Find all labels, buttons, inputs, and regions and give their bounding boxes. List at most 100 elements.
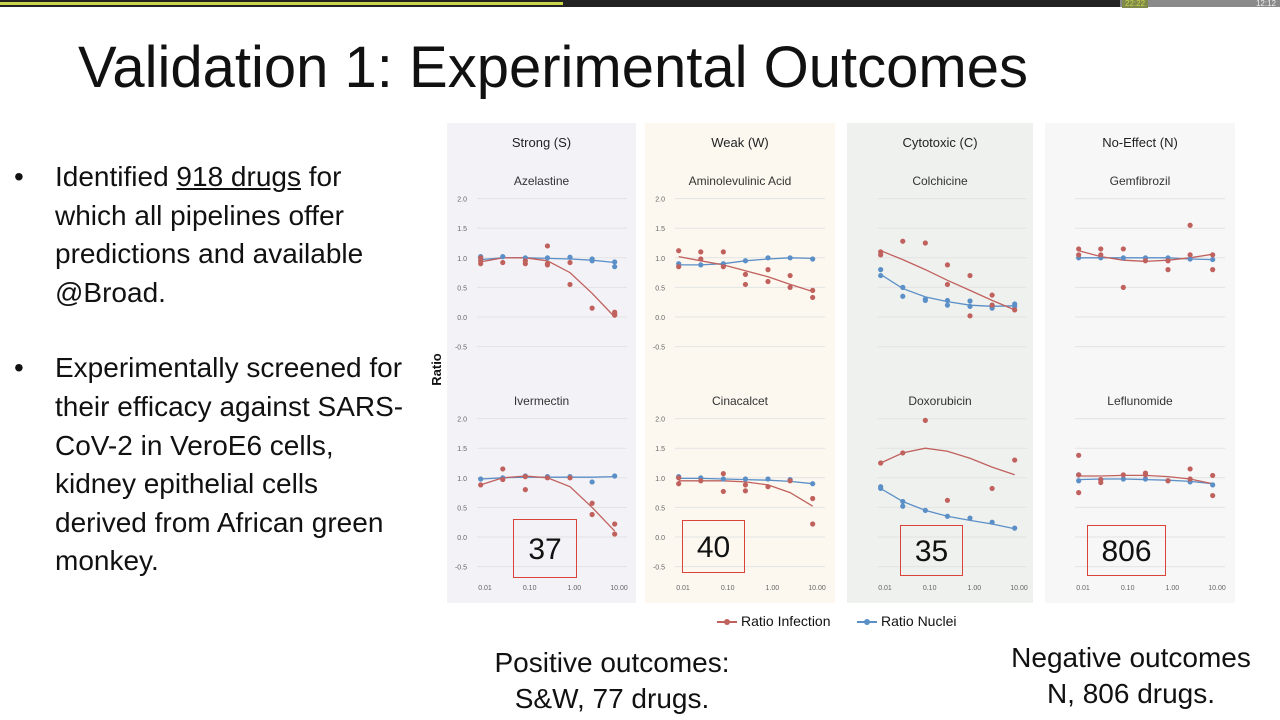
infection-point	[500, 466, 506, 472]
infection-point	[589, 305, 595, 311]
infection-point	[810, 294, 816, 301]
video-progress-bar[interactable]: 22:22 12:12	[0, 0, 1280, 8]
x-tick-label: 10.00	[610, 585, 628, 592]
infection-point	[1120, 284, 1126, 290]
panel-no-effect-n: No-Effect (N) Gemfibrozil Leflunomide	[1045, 123, 1235, 603]
infection-point	[544, 262, 551, 268]
progress-fill	[0, 2, 564, 5]
y-tick-label: 0.5	[655, 505, 665, 512]
nuclei-point	[900, 284, 906, 290]
x-tick-label: 1.00	[568, 585, 582, 592]
y-tick-label: 0.0	[655, 315, 665, 322]
nuclei-point	[989, 519, 995, 525]
infection-point	[500, 476, 506, 483]
nuclei-point	[1012, 303, 1018, 309]
nuclei-point	[612, 259, 618, 265]
nuclei-point	[900, 293, 906, 299]
y-tick-label: 2.0	[457, 197, 467, 204]
infection-point	[900, 238, 906, 244]
nuclei-point	[922, 507, 928, 513]
x-tick-label: 10.00	[1208, 585, 1226, 592]
negative-caption: Negative outcomes N, 806 drugs.	[981, 640, 1280, 712]
y-tick-label: 1.5	[457, 226, 467, 233]
x-tick-label: 10.00	[1010, 585, 1028, 592]
infection-point	[742, 488, 749, 494]
infection-point	[810, 521, 816, 527]
infection-point	[720, 471, 726, 477]
infection-point	[720, 488, 726, 495]
infection-point	[742, 281, 749, 288]
drug-name: Cinacalcet	[711, 394, 769, 408]
infection-point	[676, 248, 682, 254]
elapsed-time: 22:22	[1122, 0, 1149, 8]
nuclei-point	[612, 264, 618, 270]
nuclei-point	[1210, 482, 1216, 488]
caption-line: Positive outcomes:	[494, 647, 730, 678]
panel-header: Weak (W)	[711, 135, 769, 150]
infection-point	[698, 478, 704, 484]
nuclei-point	[900, 498, 906, 505]
caption-line: S&W, 77 drugs.	[514, 683, 710, 714]
infection-point	[522, 258, 528, 264]
infection-point	[922, 240, 928, 246]
x-tick-label: 0.10	[923, 585, 937, 592]
infection-point	[922, 417, 928, 423]
caption-line: N, 806 drugs.	[1046, 678, 1216, 709]
x-tick-label: 1.00	[968, 585, 982, 592]
x-tick-label: 0.10	[1121, 585, 1135, 592]
bullet-list: • Identified 918 drugs for which all pip…	[14, 158, 414, 618]
infection-point	[878, 460, 884, 466]
x-tick-label: 1.00	[766, 585, 780, 592]
infection-point	[989, 302, 995, 308]
legend-nuclei-swatch	[857, 619, 877, 626]
infection-point	[944, 281, 951, 288]
nuclei-point	[1187, 256, 1193, 262]
infection-point	[1076, 252, 1082, 258]
infection-point	[1076, 452, 1082, 458]
panel-weak-w: Weak (W) Aminolevulinic Acid Cinacalcet	[645, 123, 835, 603]
infection-point	[589, 511, 595, 518]
infection-point	[765, 278, 771, 285]
infection-point	[612, 531, 618, 537]
nuclei-point	[1210, 256, 1216, 263]
infection-point	[1098, 252, 1104, 258]
panel-header: Strong (S)	[511, 135, 572, 150]
bullet-text: Experimentally screened for their effica…	[55, 352, 404, 577]
infection-point	[1165, 478, 1171, 484]
infection-point	[967, 272, 973, 279]
count-box: 806	[1087, 525, 1166, 576]
nuclei-point	[567, 254, 573, 260]
infection-point	[1187, 222, 1193, 228]
y-tick-label: 1.0	[655, 476, 665, 483]
count-box: 37	[513, 519, 577, 578]
count-box: 35	[900, 525, 963, 576]
infection-point	[900, 450, 906, 456]
infection-point	[878, 252, 884, 258]
infection-point	[967, 313, 973, 319]
y-tick-label: -0.5	[653, 345, 665, 352]
infection-point	[742, 482, 749, 488]
y-tick-label: 0.0	[457, 315, 467, 322]
slide-title: Validation 1: Experimental Outcomes	[78, 35, 1028, 100]
nuclei-point	[478, 476, 484, 482]
y-tick-label: 1.5	[457, 446, 467, 453]
drug-name: Colchicine	[912, 174, 968, 188]
legend-label: Ratio Nuclei	[881, 613, 957, 629]
drug-name: Aminolevulinic Acid	[688, 174, 792, 188]
infection-point	[1076, 490, 1082, 496]
x-tick-label: 0.01	[676, 585, 690, 592]
nuclei-point	[1120, 255, 1126, 261]
nuclei-point	[967, 298, 973, 304]
drug-name: Gemfibrozil	[1109, 174, 1171, 188]
y-tick-label: 0.0	[655, 535, 665, 542]
y-tick-label: 0.5	[457, 505, 467, 512]
infection-point	[1142, 472, 1149, 478]
infection-point	[765, 484, 771, 490]
panel-cytotoxic-c: Cytotoxic (C) Colchicine Doxorubicin	[847, 123, 1033, 603]
y-tick-label: -0.5	[653, 565, 665, 572]
nuclei-point	[900, 503, 906, 509]
infection-point	[1165, 267, 1171, 273]
infection-point	[567, 475, 573, 481]
nuclei-point	[967, 303, 973, 309]
infection-point	[589, 500, 595, 506]
